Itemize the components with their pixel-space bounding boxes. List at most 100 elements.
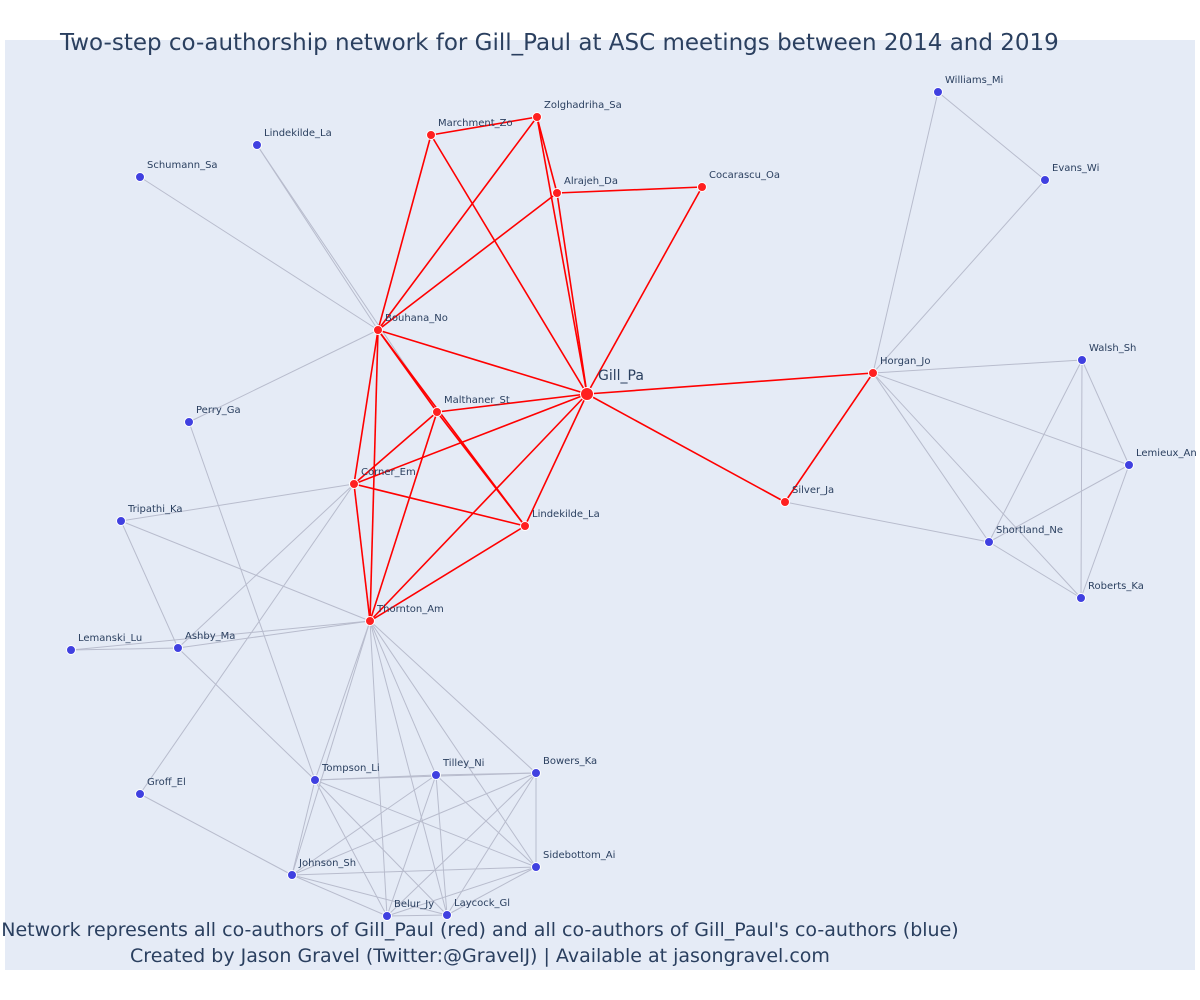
edge-Horgan_Jo-Williams_Mi [872,91,939,374]
node-Tripathi_Ka[interactable] [116,516,126,526]
edge-Zolghadriha_Sa-Bouhana_No [377,116,538,331]
edge-Johnson_Sh-Laycock_Gl [291,874,448,916]
edge-Bouhana_No-Lindekilde_La_b [256,144,379,331]
edge-Tilley_Ni-Belur_Jy [386,774,437,917]
node-Marchment_Zo[interactable] [426,130,436,140]
node-Lindekilde_La_b[interactable] [252,140,262,150]
footer-description: Network represents all co-authors of Gil… [1,919,959,941]
node-Horgan_Jo[interactable] [868,368,878,378]
node-Malthaner_St[interactable] [432,407,442,417]
chart-title: Two-step co-authorship network for Gill_… [60,30,1059,56]
node-Cocarascu_Oa[interactable] [697,182,707,192]
node-label-Groff_El: Groff_El [147,777,186,788]
node-label-Marchment_Zo: Marchment_Zo [438,118,513,129]
node-label-Lindekilde_La_r: Lindekilde_La [532,509,600,520]
node-label-Alrajeh_Da: Alrajeh_Da [564,176,618,187]
node-Shortland_Ne[interactable] [984,537,994,547]
node-label-Thornton_Am: Thornton_Am [376,604,444,615]
node-label-Schumann_Sa: Schumann_Sa [147,160,218,171]
node-Sidebottom_Ai[interactable] [531,862,541,872]
node-Walsh_Sh[interactable] [1077,355,1087,365]
node-Bowers_Ka[interactable] [531,768,541,778]
node-Zolghadriha_Sa[interactable] [532,112,542,122]
edge-Thornton_Am-Sidebottom_Ai [369,620,537,868]
node-Thornton_Am[interactable] [365,616,375,626]
edge-Lemieux_An-Roberts_Ka [1080,464,1130,599]
edge-Bowers_Ka-Belur_Jy [386,772,537,917]
node-Lindekilde_La_r[interactable] [520,521,530,531]
node-label-Roberts_Ka: Roberts_Ka [1088,581,1144,592]
node-label-Ashby_Ma: Ashby_Ma [185,631,235,642]
node-label-Tripathi_Ka: Tripathi_Ka [127,504,183,515]
edge-Ashby_Ma-Tompson_Li [177,647,316,781]
node-Williams_Mi[interactable] [933,87,943,97]
second-step-edges [70,91,1130,917]
edge-Silver_Ja-Shortland_Ne [784,501,990,543]
edge-Gill_Pa-Bouhana_No [377,329,588,395]
node-label-Horgan_Jo: Horgan_Jo [880,356,930,367]
node-Ashby_Ma[interactable] [173,643,183,653]
edge-Groff_El-Johnson_Sh [139,793,293,876]
edge-Bowers_Ka-Johnson_Sh [291,772,537,876]
edge-Thornton_Am-Laycock_Gl [369,620,448,916]
edge-Zolghadriha_Sa-Alrajeh_Da [536,116,558,194]
edge-Walsh_Sh-Lemieux_An [1081,359,1130,466]
node-Schumann_Sa[interactable] [135,172,145,182]
edge-Gill_Pa-Thornton_Am [369,393,588,622]
node-label-Lemieux_An: Lemieux_An [1136,448,1197,459]
node-Corner_Em[interactable] [349,479,359,489]
edge-Thornton_Am-Belur_Jy [369,620,388,917]
footer: Network represents all co-authors of Gil… [0,917,960,969]
node-Tilley_Ni[interactable] [431,770,441,780]
node-label-Belur_Jy: Belur_Jy [394,899,434,910]
edge-Walsh_Sh-Shortland_Ne [988,359,1083,543]
edge-Corner_Em-Lindekilde_La_r [353,483,526,527]
node-Lemanski_Lu[interactable] [66,645,76,655]
node-Belur_Jy[interactable] [382,911,392,921]
edge-Tripathi_Ka-Ashby_Ma [120,520,179,649]
node-Evans_Wi[interactable] [1040,175,1050,185]
node-label-Bowers_Ka: Bowers_Ka [543,756,597,767]
edge-Gill_Pa-Malthaner_St [436,393,588,413]
node-Laycock_Gl[interactable] [442,910,452,920]
node-label-Bouhana_No: Bouhana_No [385,313,448,324]
node-label-Cocarascu_Oa: Cocarascu_Oa [709,170,780,181]
node-Gill_Pa[interactable] [580,387,594,401]
edge-Gill_Pa-Zolghadriha_Sa [536,116,588,395]
node-label-Lemanski_Lu: Lemanski_Lu [78,633,142,644]
edge-Corner_Em-Thornton_Am [353,483,371,622]
edge-Gill_Pa-Corner_Em [353,393,588,485]
edge-Horgan_Jo-Roberts_Ka [872,372,1082,599]
node-Alrajeh_Da[interactable] [552,188,562,198]
node-Silver_Ja[interactable] [780,497,790,507]
edge-Bowers_Ka-Laycock_Gl [446,772,537,916]
node-label-Gill_Pa: Gill_Pa [598,368,644,384]
edge-Gill_Pa-Marchment_Zo [430,134,588,395]
edge-Thornton_Am-Tripathi_Ka [120,520,371,622]
node-Lemieux_An[interactable] [1124,460,1134,470]
edge-Tilley_Ni-Bowers_Ka [435,772,537,776]
edge-Thornton_Am-Tilley_Ni [369,620,437,776]
edge-Alrajeh_Da-Cocarascu_Oa [556,186,703,194]
edge-Bouhana_No-Corner_Em [353,329,379,485]
edge-Johnson_Sh-Belur_Jy [291,874,388,917]
edge-Malthaner_St-Lindekilde_La_r [436,411,526,527]
node-Johnson_Sh[interactable] [287,870,297,880]
node-Groff_El[interactable] [135,789,145,799]
node-Perry_Ga[interactable] [184,417,194,427]
node-Roberts_Ka[interactable] [1076,593,1086,603]
edge-Thornton_Am-Lemanski_Lu [70,620,371,651]
edge-Tilley_Ni-Johnson_Sh [291,774,437,876]
edge-Gill_Pa-Cocarascu_Oa [586,186,703,395]
edge-Gill_Pa-Lindekilde_La_r [524,393,588,527]
edge-Horgan_Jo-Walsh_Sh [872,359,1083,374]
edge-Bouhana_No-Schumann_Sa [139,176,379,331]
edge-Tompson_Li-Sidebottom_Ai [314,779,537,868]
edge-Gill_Pa-Alrajeh_Da [556,192,588,395]
edge-Tilley_Ni-Laycock_Gl [435,774,448,916]
edge-Sidebottom_Ai-Johnson_Sh [291,866,537,876]
node-Bouhana_No[interactable] [373,325,383,335]
node-Tompson_Li[interactable] [310,775,320,785]
node-label-Shortland_Ne: Shortland_Ne [996,525,1063,536]
